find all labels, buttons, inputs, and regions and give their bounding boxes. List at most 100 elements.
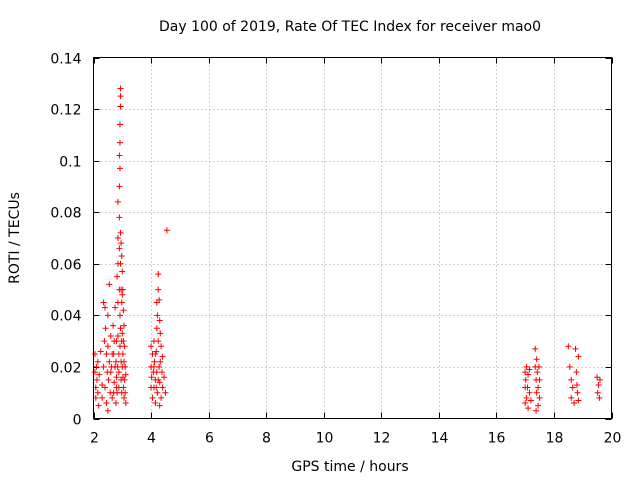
x-tick-label: 20 [604,431,622,447]
data-point [112,358,119,365]
data-point [115,369,122,376]
y-tick-label: 0.06 [50,258,81,274]
data-points [91,85,603,414]
data-point [163,227,170,234]
data-point [525,371,532,378]
data-point [535,363,542,370]
x-tick-label: 2 [90,431,99,447]
data-point [102,384,109,391]
data-point [109,394,116,401]
data-point [117,260,124,267]
data-point [105,376,112,383]
data-point [152,351,159,358]
data-point [156,402,163,409]
data-point [118,299,125,306]
grid-layer [93,57,612,419]
data-point [107,369,114,376]
data-point [148,374,155,381]
y-tick-label: 0.02 [50,361,81,377]
data-point [95,402,102,409]
x-tick-label: 8 [262,431,271,447]
data-point [565,343,572,350]
data-point [120,338,127,345]
y-tick-label: 0.12 [50,103,81,119]
data-point [117,85,124,92]
data-point [122,389,129,396]
x-tick-label: 4 [147,431,156,447]
data-point [535,384,542,391]
data-point [117,229,124,236]
data-point [148,343,155,350]
data-point [158,343,165,350]
data-point [113,374,120,381]
data-point [156,296,163,303]
plot-frame [93,57,612,419]
data-point [523,394,530,401]
data-point [114,332,121,339]
data-point [122,371,129,378]
data-point [113,384,120,391]
data-point [156,379,163,386]
data-point [153,325,160,332]
data-point [535,402,542,409]
data-point [116,121,123,128]
data-point [151,358,158,365]
data-point [122,363,129,370]
data-point [119,291,126,298]
data-point [153,384,160,391]
data-point [522,369,529,376]
data-point [102,325,109,332]
data-point [525,405,532,412]
y-tick-label: 0.14 [50,52,81,68]
data-point [91,369,98,376]
data-point [533,389,540,396]
data-point [91,351,98,358]
y-tick-label: 0.04 [50,309,81,325]
x-axis-label: GPS time / hours [291,459,408,475]
data-point [117,325,124,332]
data-point [569,384,576,391]
data-point [159,353,166,360]
data-point [533,356,540,363]
data-point [116,245,123,252]
data-point [121,394,128,401]
data-point [116,152,123,159]
data-point [536,376,543,383]
data-point [100,363,107,370]
data-point [114,273,121,280]
data-point [594,374,601,381]
data-point [120,384,127,391]
data-point [93,376,100,383]
data-point [156,363,163,370]
data-point [118,253,125,260]
data-point [112,304,119,311]
data-point [158,369,165,376]
y-axis-label: ROTI / TECUs [7,192,23,284]
data-point [122,400,129,407]
data-point [596,394,603,401]
data-point [573,369,580,376]
data-point [117,103,124,110]
x-tick-label: 18 [546,431,564,447]
data-point [533,407,540,414]
data-point [121,376,128,383]
data-point [97,348,104,355]
data-point [155,286,162,293]
data-point [114,235,121,241]
x-tick-label: 14 [431,431,449,447]
data-point [96,371,103,378]
data-point [117,93,124,100]
data-point [116,139,123,146]
data-point [101,338,108,345]
data-point [111,338,118,345]
data-point [116,183,123,190]
data-point [116,312,123,319]
data-point [119,268,126,275]
data-point [102,304,109,311]
data-point [99,381,106,388]
data-point [522,376,529,383]
y-tick-label: 0.08 [50,206,81,222]
data-point [104,407,111,414]
data-point [119,351,126,358]
